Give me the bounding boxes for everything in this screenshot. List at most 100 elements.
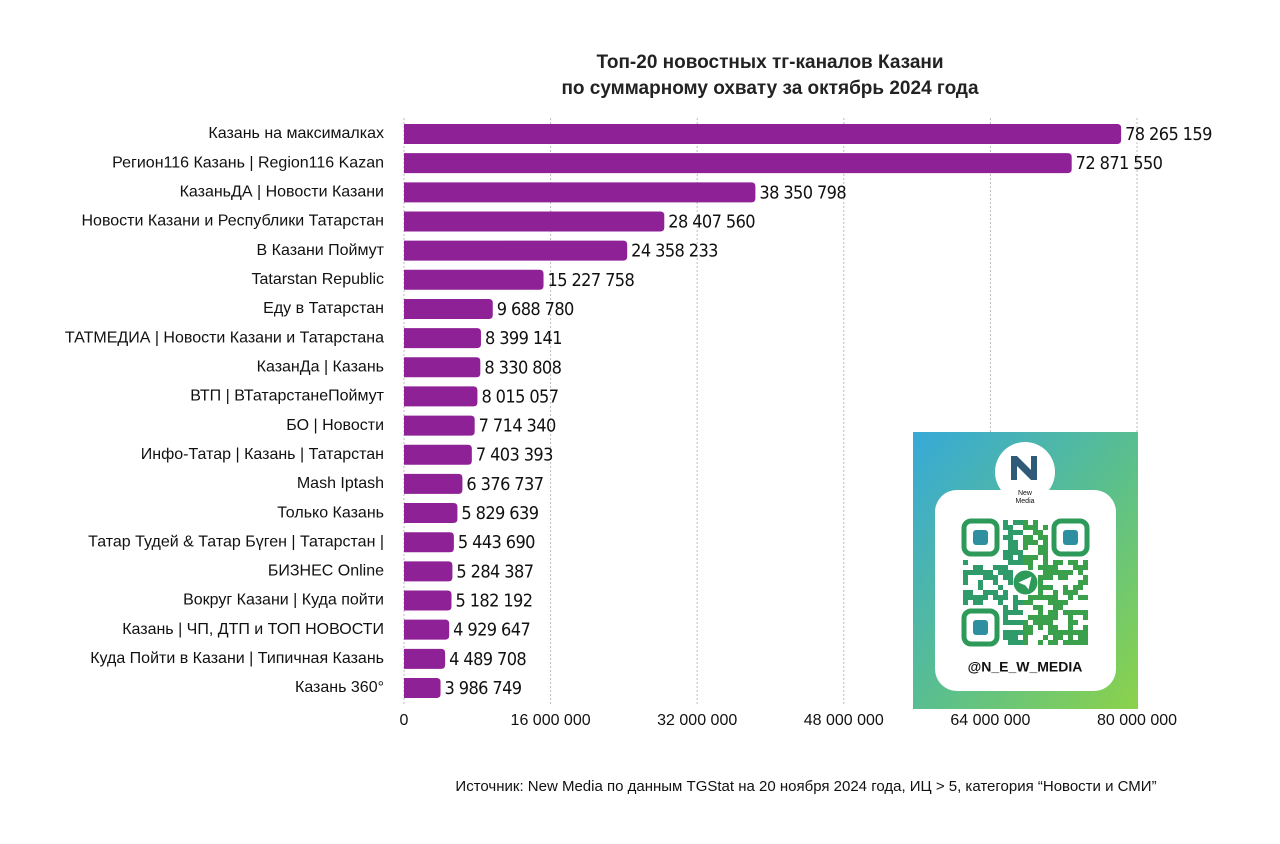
qr-module bbox=[1003, 620, 1008, 625]
qr-module bbox=[1038, 595, 1043, 600]
qr-module bbox=[973, 570, 978, 575]
value-label: 5 443 690 bbox=[458, 532, 535, 553]
qr-module bbox=[1038, 605, 1043, 610]
qr-module bbox=[1053, 605, 1058, 610]
qr-module bbox=[1048, 600, 1053, 605]
qr-module bbox=[1008, 530, 1013, 535]
qr-module bbox=[1033, 540, 1038, 545]
qr-icon bbox=[1018, 576, 1032, 590]
qr-module bbox=[1038, 580, 1043, 585]
qr-module bbox=[1008, 550, 1013, 555]
qr-module bbox=[1023, 635, 1028, 640]
qr-module bbox=[1048, 565, 1053, 570]
chart-subtitle: по суммарному охвату за октябрь 2024 год… bbox=[561, 78, 979, 99]
value-label: 9 688 780 bbox=[497, 299, 574, 320]
qr-module bbox=[1083, 560, 1088, 565]
qr-module bbox=[1058, 570, 1063, 575]
qr-module bbox=[1038, 550, 1043, 555]
qr-module bbox=[1078, 635, 1083, 640]
qr-module bbox=[1018, 555, 1023, 560]
qr-module bbox=[1068, 590, 1073, 595]
bar bbox=[404, 590, 452, 611]
bar bbox=[404, 357, 481, 378]
qr-module bbox=[1008, 555, 1013, 560]
qr-module bbox=[1013, 560, 1018, 565]
qr-module bbox=[1018, 550, 1023, 555]
bar bbox=[404, 269, 544, 290]
qr-module bbox=[1073, 590, 1078, 595]
qr-module bbox=[1013, 550, 1018, 555]
qr-module bbox=[1073, 560, 1078, 565]
qr-module bbox=[1063, 575, 1068, 580]
qr-module bbox=[1048, 630, 1053, 635]
logo-mark bbox=[1011, 456, 1037, 480]
qr-module bbox=[1048, 595, 1053, 600]
qr-module bbox=[1023, 640, 1028, 645]
qr-handle: @N_E_W_MEDIA bbox=[968, 659, 1083, 675]
qr-module bbox=[978, 565, 983, 570]
qr-module bbox=[1083, 630, 1088, 635]
qr-module bbox=[1048, 615, 1053, 620]
qr-module bbox=[1078, 595, 1083, 600]
qr-module bbox=[963, 595, 968, 600]
bar bbox=[404, 211, 665, 232]
qr-module bbox=[1063, 570, 1068, 575]
qr-module bbox=[1078, 565, 1083, 570]
value-label: 5 284 387 bbox=[456, 561, 533, 582]
qr-module bbox=[1023, 545, 1028, 550]
qr-module bbox=[1023, 600, 1028, 605]
qr-module bbox=[978, 600, 983, 605]
value-label: 24 358 233 bbox=[631, 241, 718, 262]
qr-module bbox=[973, 595, 978, 600]
qr-module bbox=[1063, 640, 1068, 645]
bar bbox=[404, 298, 493, 319]
value-label: 72 871 550 bbox=[1076, 153, 1163, 174]
bar bbox=[404, 678, 441, 698]
qr-module bbox=[1058, 605, 1063, 610]
bar bbox=[404, 240, 628, 261]
qr-module bbox=[1078, 610, 1083, 615]
category-label: Регион116 Казань | Region116 Kazan bbox=[112, 154, 384, 171]
category-label: Казань на максималках bbox=[208, 125, 384, 142]
qr-module bbox=[1043, 550, 1048, 555]
qr-module bbox=[1013, 600, 1018, 605]
qr-module bbox=[1038, 545, 1043, 550]
value-label: 3 986 749 bbox=[445, 678, 522, 699]
qr-module bbox=[1053, 625, 1058, 630]
qr-module bbox=[963, 575, 968, 580]
qr-module bbox=[1048, 625, 1053, 630]
qr-module bbox=[1053, 560, 1058, 565]
qr-module bbox=[983, 590, 988, 595]
qr-module bbox=[1063, 630, 1068, 635]
qr-module bbox=[1073, 610, 1078, 615]
qr-module bbox=[1068, 635, 1073, 640]
qr-module bbox=[1028, 535, 1033, 540]
x-tick-label: 0 bbox=[400, 712, 409, 729]
qr-module bbox=[1083, 580, 1088, 585]
qr-module bbox=[1043, 570, 1048, 575]
value-label: 4 929 647 bbox=[453, 620, 530, 641]
qr-module bbox=[1028, 600, 1033, 605]
qr-module bbox=[963, 570, 968, 575]
qr-module bbox=[993, 575, 998, 580]
qr-module bbox=[993, 595, 998, 600]
bar bbox=[404, 415, 475, 436]
category-label: Tatarstan Republic bbox=[251, 271, 384, 288]
qr-module bbox=[1068, 615, 1073, 620]
qr-module bbox=[1068, 560, 1073, 565]
qr-module bbox=[1033, 615, 1038, 620]
qr-module bbox=[1048, 585, 1053, 590]
qr-module bbox=[1043, 540, 1048, 545]
qr-module bbox=[1053, 635, 1058, 640]
qr-module bbox=[1043, 560, 1048, 565]
qr-module bbox=[1008, 580, 1013, 585]
qr-module bbox=[1038, 620, 1043, 625]
qr-module bbox=[1073, 620, 1078, 625]
qr-module bbox=[1028, 615, 1033, 620]
qr-module bbox=[1058, 575, 1063, 580]
category-label: Инфо-Татар | Казань | Татарстан bbox=[141, 446, 384, 463]
qr-module bbox=[1023, 555, 1028, 560]
qr-finder bbox=[1063, 530, 1078, 545]
qr-module bbox=[1003, 555, 1008, 560]
qr-module bbox=[1028, 565, 1033, 570]
